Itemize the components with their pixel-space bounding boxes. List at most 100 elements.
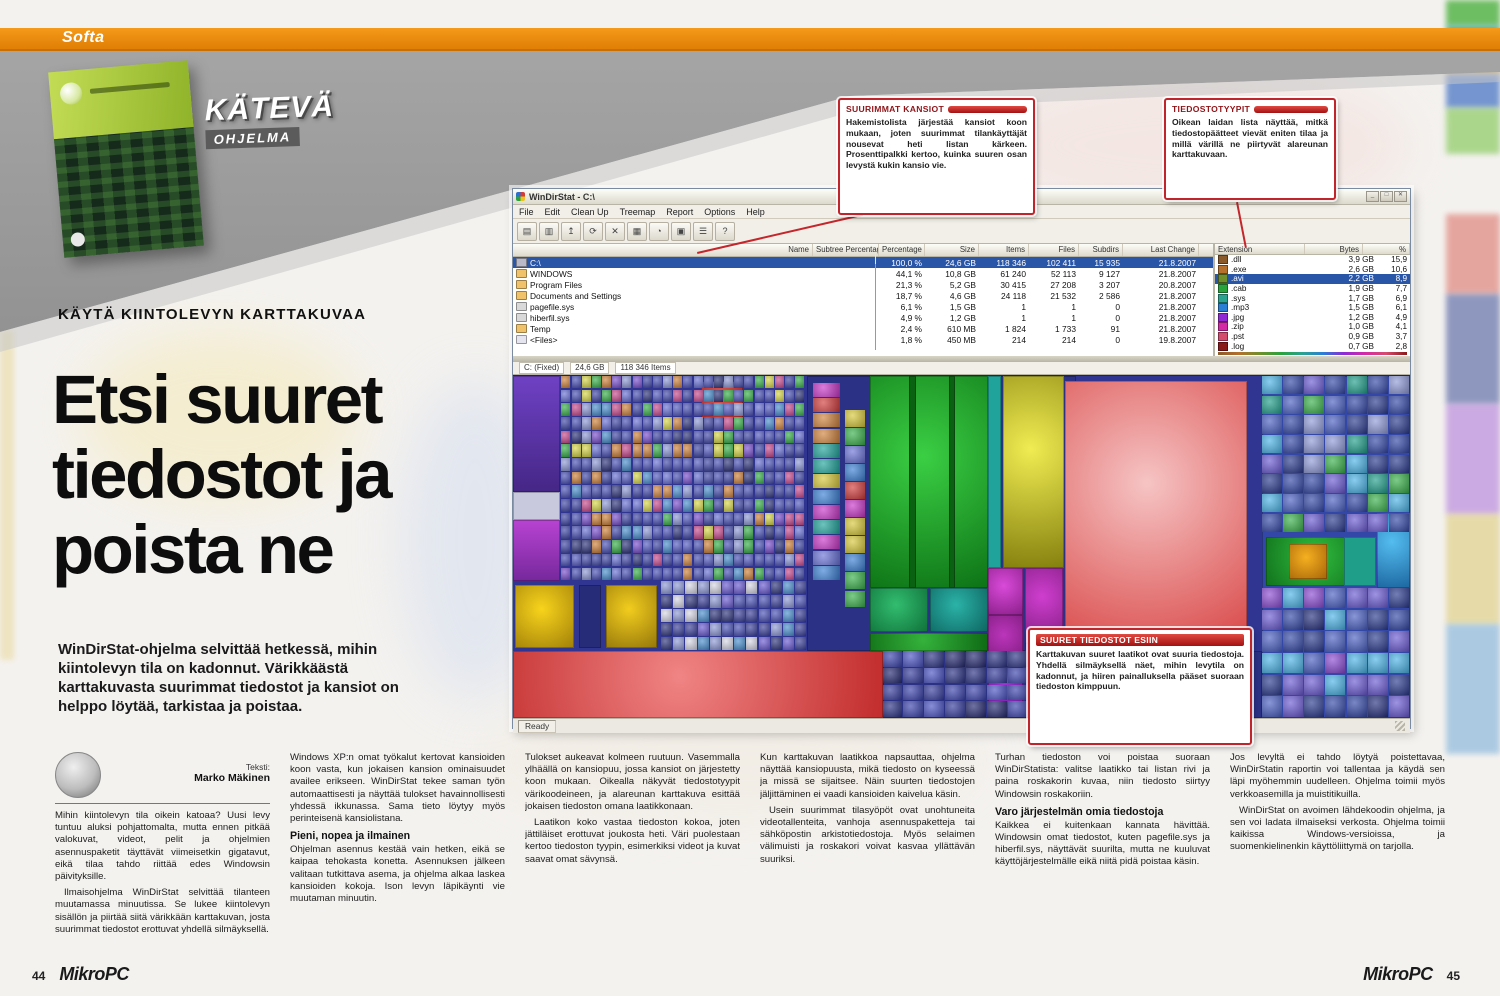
treemap-cell[interactable] — [795, 430, 805, 444]
treemap-cell[interactable] — [581, 553, 591, 567]
treemap-cell[interactable] — [1304, 454, 1325, 474]
treemap-cell[interactable] — [642, 540, 652, 553]
treemap-cell[interactable] — [764, 553, 774, 567]
treemap-cell[interactable] — [1325, 609, 1346, 631]
treemap-cell[interactable] — [734, 444, 744, 457]
treemap-cell[interactable] — [774, 540, 784, 553]
treemap-cell[interactable] — [746, 637, 758, 651]
treemap-cell[interactable] — [561, 540, 571, 553]
treemap-cell[interactable] — [683, 389, 693, 403]
treemap-cell[interactable] — [1346, 696, 1367, 717]
treemap-cell[interactable] — [1346, 609, 1367, 631]
treemap-cell[interactable] — [744, 499, 754, 512]
treemap-cell[interactable] — [571, 553, 581, 567]
treemap-cell[interactable] — [693, 417, 703, 430]
treemap-cell[interactable] — [591, 553, 601, 567]
treemap-cell[interactable] — [632, 471, 642, 485]
treemap-cell[interactable] — [632, 389, 642, 403]
treemap-cell[interactable] — [764, 540, 774, 553]
treemap-cell[interactable] — [785, 430, 795, 444]
resize-grip[interactable] — [1395, 721, 1405, 731]
treemap-cell[interactable] — [1304, 395, 1325, 415]
treemap-cell[interactable] — [754, 512, 764, 526]
treemap-cell[interactable] — [1325, 474, 1346, 493]
treemap-cell[interactable] — [812, 382, 841, 397]
treemap-cell[interactable] — [734, 458, 744, 471]
treemap-cell[interactable] — [945, 701, 966, 717]
treemap-cell[interactable] — [903, 684, 924, 701]
treemap-cell[interactable] — [966, 684, 987, 701]
treemap-cell[interactable] — [1367, 415, 1388, 434]
treemap-cell[interactable] — [795, 623, 807, 637]
treemap-cell[interactable] — [1325, 395, 1346, 415]
treemap-cell[interactable] — [622, 526, 632, 539]
treemap-cell[interactable] — [1261, 493, 1283, 513]
treemap-cell[interactable] — [703, 485, 713, 498]
treemap-cell[interactable] — [1346, 493, 1367, 513]
treemap-cell[interactable] — [1346, 415, 1367, 434]
treemap-cell[interactable] — [1367, 653, 1388, 674]
treemap-cell[interactable] — [581, 512, 591, 526]
treemap-cell[interactable] — [882, 684, 903, 701]
treemap-cell[interactable] — [683, 485, 693, 498]
treemap-cell[interactable] — [774, 553, 784, 567]
treemap-cell[interactable] — [571, 403, 581, 416]
treemap-cell[interactable] — [1304, 696, 1325, 717]
treemap-cell[interactable] — [1261, 454, 1283, 474]
treemap-block[interactable] — [1288, 543, 1327, 580]
treemap-cell[interactable] — [1261, 434, 1283, 454]
treemap-cell[interactable] — [642, 553, 652, 567]
treemap-cell[interactable] — [1304, 415, 1325, 434]
treemap-cell[interactable] — [602, 458, 612, 471]
treemap-cell[interactable] — [744, 403, 754, 416]
treemap-cell[interactable] — [812, 398, 841, 413]
treemap-cell[interactable] — [632, 512, 642, 526]
treemap-cell[interactable] — [774, 485, 784, 498]
treemap-cell[interactable] — [764, 389, 774, 403]
treemap-cell[interactable] — [924, 651, 945, 667]
treemap-cell[interactable] — [685, 637, 697, 651]
treemap-cell[interactable] — [652, 444, 662, 457]
directory-row[interactable]: pagefile.sys 6,1 % 1,5 GB 1 1 0 21.8.200… — [513, 296, 1213, 317]
treemap-cell[interactable] — [724, 444, 734, 457]
treemap-cell[interactable] — [673, 471, 683, 485]
treemap-cell[interactable] — [713, 499, 723, 512]
treemap-cell[interactable] — [612, 553, 622, 567]
treemap-cell[interactable] — [734, 376, 744, 389]
treemap-cell[interactable] — [663, 553, 673, 567]
treemap-cell[interactable] — [581, 403, 591, 416]
treemap-cell[interactable] — [764, 430, 774, 444]
treemap-cell[interactable] — [591, 376, 601, 389]
treemap-cell[interactable] — [642, 485, 652, 498]
treemap-cell[interactable] — [1388, 454, 1409, 474]
treemap-cell[interactable] — [1325, 493, 1346, 513]
treemap-cell[interactable] — [683, 553, 693, 567]
treemap-cell[interactable] — [713, 540, 723, 553]
treemap-cell[interactable] — [724, 376, 734, 389]
treemap-cell[interactable] — [774, 567, 784, 580]
treemap-cell[interactable] — [703, 444, 713, 457]
treemap-cell[interactable] — [774, 417, 784, 430]
treemap-cell[interactable] — [774, 444, 784, 457]
treemap-cell[interactable] — [734, 595, 746, 609]
treemap-cell[interactable] — [683, 526, 693, 539]
treemap-cell[interactable] — [591, 471, 601, 485]
treemap-cell[interactable] — [1367, 474, 1388, 493]
treemap-cell[interactable] — [724, 540, 734, 553]
treemap-cell[interactable] — [764, 417, 774, 430]
treemap-cell[interactable] — [703, 458, 713, 471]
treemap-cell[interactable] — [663, 458, 673, 471]
treemap-cell[interactable] — [642, 389, 652, 403]
treemap-cell[interactable] — [774, 471, 784, 485]
treemap-cell[interactable] — [746, 595, 758, 609]
treemap-cell[interactable] — [683, 444, 693, 457]
treemap-cell[interactable] — [561, 567, 571, 580]
treemap-cell[interactable] — [612, 471, 622, 485]
treemap-cell[interactable] — [764, 444, 774, 457]
treemap-cell[interactable] — [673, 499, 683, 512]
treemap-cell[interactable] — [987, 667, 1008, 684]
toolbar-button[interactable]: ? — [715, 221, 735, 241]
treemap-cell[interactable] — [1346, 474, 1367, 493]
treemap-cell[interactable] — [754, 376, 764, 389]
treemap-cell[interactable] — [1346, 376, 1367, 395]
